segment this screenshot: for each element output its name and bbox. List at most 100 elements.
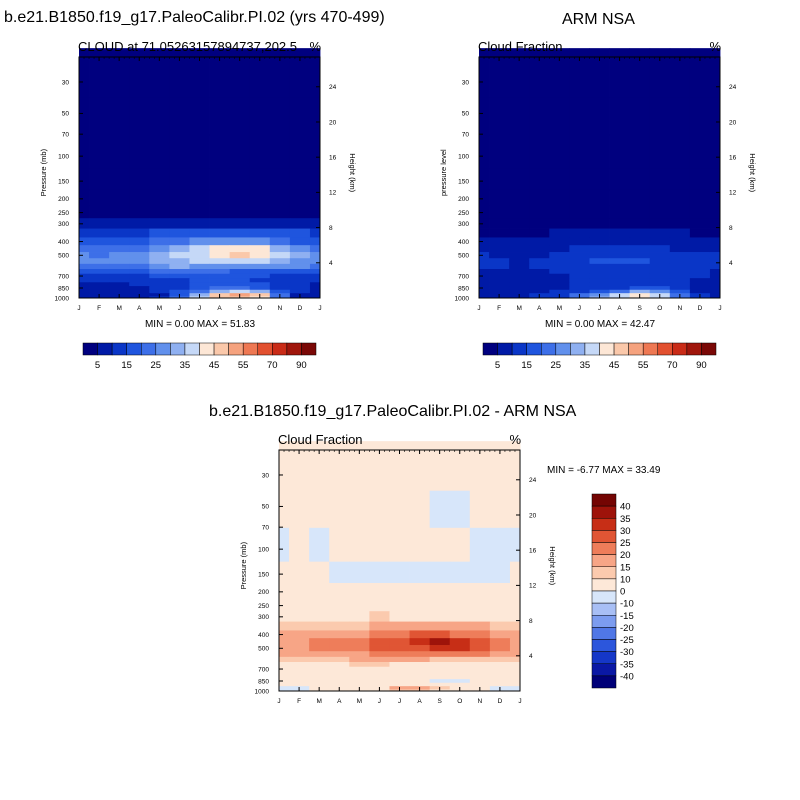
min-max-stats: MIN = 0.00 MAX = 42.47 (545, 319, 655, 330)
heatmap-cell (689, 258, 711, 265)
heatmap-cell (649, 273, 671, 279)
heatmap-cell (249, 258, 271, 265)
heatmap-cell (389, 666, 410, 672)
colorbar-label: 10 (620, 574, 631, 585)
heatmap-cell (289, 662, 310, 668)
heatmap-cell (629, 205, 651, 219)
heatmap-cell (689, 269, 711, 275)
heatmap-cell (289, 645, 310, 652)
x-tick-label: A (417, 698, 422, 705)
heatmap-cell (309, 258, 321, 265)
heatmap-cell (449, 621, 471, 631)
heatmap-cell (609, 263, 631, 270)
heatmap-cell (369, 527, 390, 563)
heatmap-cell (269, 289, 291, 294)
heatmap-cell (169, 97, 190, 136)
heatmap-cell (409, 675, 431, 680)
heatmap-cell (669, 286, 691, 291)
colorbar-swatch (257, 342, 273, 356)
heatmap-cell (449, 582, 471, 600)
heatmap-cell (549, 252, 570, 259)
heatmap-cell (569, 237, 590, 246)
heatmap-cell (209, 289, 231, 294)
y-tick-label: 400 (58, 239, 69, 246)
y-axis-label-right: Height (km) (348, 153, 357, 192)
x-tick-label: J (318, 305, 321, 312)
heatmap-cell (89, 289, 110, 294)
heatmap-cell (329, 527, 350, 563)
heatmap-cell (669, 252, 691, 259)
heatmap-cell (429, 561, 451, 584)
heatmap-cell (279, 621, 290, 631)
heatmap-cell (479, 296, 490, 299)
heatmap-cell (229, 289, 251, 294)
heatmap-cell (609, 237, 631, 246)
heatmap-cell (409, 527, 431, 563)
y-axis-label: Pressure (mb) (39, 148, 48, 196)
heatmap-cell (269, 189, 291, 207)
heatmap-cell (109, 218, 130, 229)
heatmap-cell (279, 598, 290, 612)
y-tick-label: 300 (258, 614, 269, 621)
heatmap-cell (109, 278, 130, 283)
height-tick-label: 20 (529, 512, 537, 519)
heatmap-cell (309, 189, 321, 207)
heatmap-cell (409, 441, 431, 492)
heatmap-cell (309, 666, 330, 672)
colorbar-label: 5 (95, 360, 100, 371)
y-tick-label: 400 (258, 632, 269, 639)
heatmap-cell (129, 218, 150, 229)
x-tick-label: S (437, 698, 442, 705)
heatmap-cell (529, 228, 550, 238)
heatmap-cell (469, 441, 491, 492)
heatmap-cell (409, 662, 431, 668)
heatmap-cell (509, 638, 521, 646)
heatmap-cell (369, 656, 390, 663)
heatmap-cell (479, 282, 490, 287)
heatmap-cell (469, 638, 491, 646)
colorbar-label: 25 (151, 360, 162, 371)
heatmap-cell (349, 621, 370, 631)
heatmap-cell (79, 245, 90, 253)
x-tick-label: J (378, 698, 381, 705)
heatmap-cell (509, 289, 530, 294)
heatmap-cell (649, 189, 671, 207)
heatmap-cell (529, 273, 550, 279)
heatmap-cell (169, 252, 190, 259)
heatmap-cell (389, 598, 410, 612)
heatmap-cell (369, 671, 390, 676)
heatmap-cell (489, 645, 511, 652)
heatmap-cell (569, 278, 590, 283)
heatmap-cell (709, 252, 721, 259)
heatmap-cell (509, 269, 530, 275)
heatmap-cell (489, 278, 510, 283)
heatmap-cell (469, 656, 491, 663)
heatmap-cell (489, 269, 510, 275)
heatmap-cell (249, 263, 271, 270)
y-tick-label: 1000 (55, 295, 70, 302)
heatmap-cell (529, 218, 550, 229)
colorbar-label: 15 (620, 562, 631, 573)
heatmap-cell (349, 611, 370, 622)
colorbar-swatch (591, 554, 617, 567)
colorbar-swatch (286, 342, 302, 356)
heatmap-cell (489, 205, 510, 219)
heatmap-cell (479, 278, 490, 283)
heatmap-cell (649, 258, 671, 265)
y-tick-label: 700 (58, 273, 69, 280)
y-tick-label: 30 (462, 79, 470, 86)
heatmap-cell (369, 651, 390, 658)
heatmap-cell (669, 258, 691, 265)
heatmap-cell (209, 134, 231, 170)
heatmap-cell (169, 48, 190, 99)
heatmap-cell (169, 228, 190, 238)
heatmap-cell (229, 252, 251, 259)
plot-title: Cloud Fraction (478, 39, 563, 54)
heatmap-cell (389, 682, 410, 687)
heatmap-cell (129, 269, 150, 275)
heatmap-cell (109, 168, 130, 191)
heatmap-cell (279, 666, 290, 672)
heatmap-cell (709, 134, 721, 170)
heatmap-cell (489, 656, 511, 663)
colorbar-swatch (672, 342, 688, 356)
